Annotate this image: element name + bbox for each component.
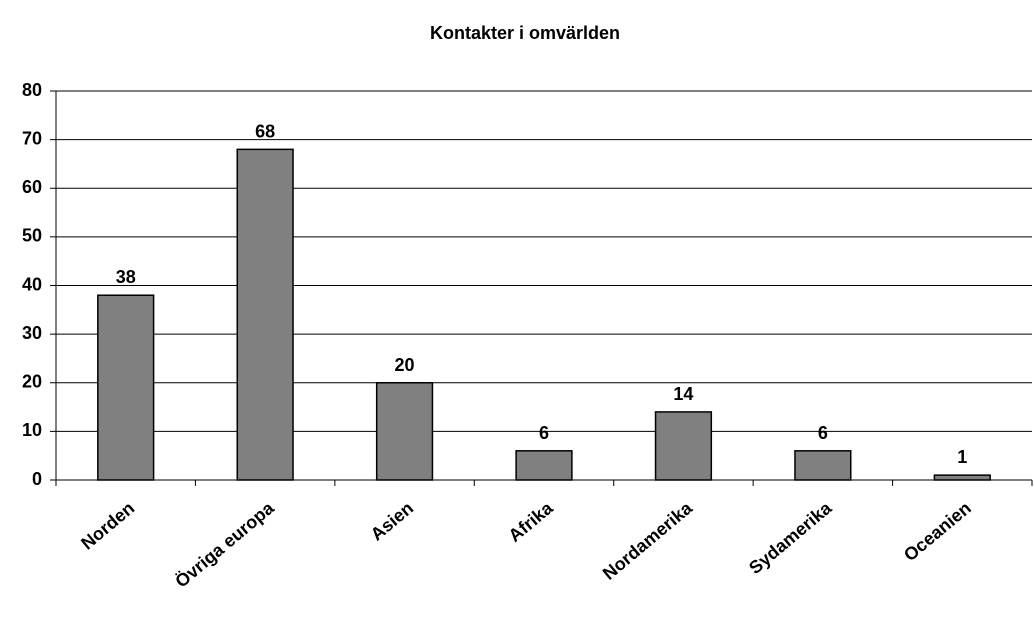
bar [933, 474, 991, 481]
data-label: 6 [539, 423, 549, 443]
data-label: 6 [818, 423, 828, 443]
y-tick-label: 60 [22, 177, 42, 197]
data-label: 14 [673, 384, 693, 404]
y-tick-label: 30 [22, 323, 42, 343]
data-label: 38 [116, 267, 136, 287]
y-tick-label: 50 [22, 226, 42, 246]
bar [97, 294, 155, 481]
x-tick-label: Övriga europa [171, 497, 278, 591]
y-tick-label: 40 [22, 274, 42, 294]
data-label: 20 [395, 355, 415, 375]
data-label: 1 [957, 447, 967, 467]
bar [236, 148, 294, 481]
bar [515, 450, 573, 481]
bar [375, 382, 434, 481]
y-tick-label: 0 [32, 469, 42, 489]
y-tick-label: 10 [22, 420, 42, 440]
bar [654, 411, 713, 481]
x-tick-label: Afrika [505, 497, 558, 546]
bar [794, 450, 852, 481]
y-tick-label: 80 [22, 80, 42, 100]
x-tick-label: Asien [367, 498, 417, 545]
x-tick-label: Nordamerika [599, 497, 697, 584]
y-tick-label: 70 [22, 128, 42, 148]
data-label: 68 [255, 121, 275, 141]
x-tick-label: Sydamerika [745, 497, 836, 578]
y-tick-label: 20 [22, 372, 42, 392]
chart-title: Kontakter i omvärlden [430, 23, 620, 43]
x-tick-label: Norden [77, 498, 138, 554]
x-tick-label: Oceanien [900, 498, 975, 565]
